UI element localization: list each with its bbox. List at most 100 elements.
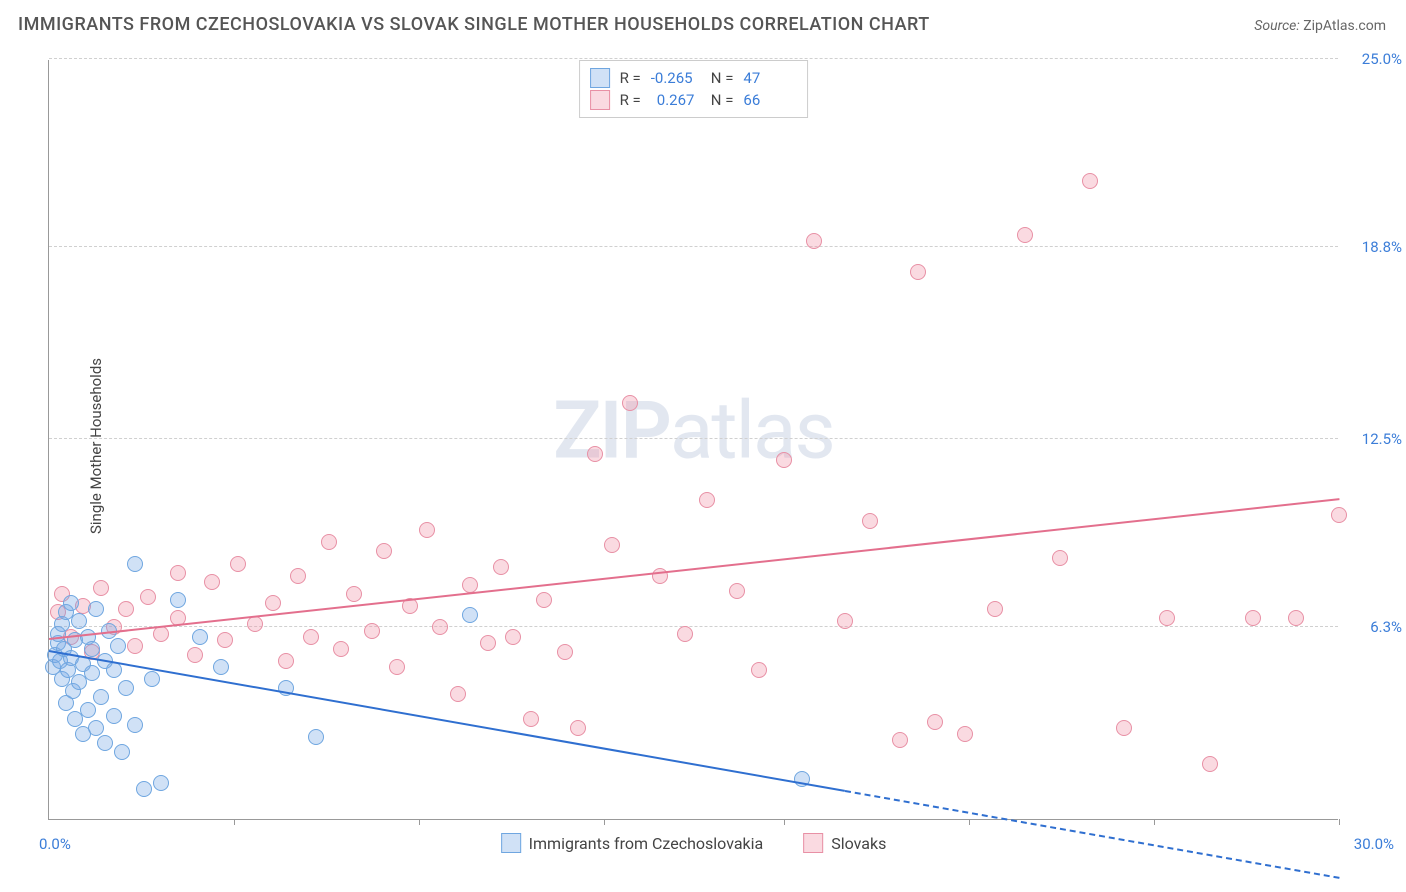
scatter-point: [63, 595, 79, 611]
scatter-point: [93, 689, 109, 705]
scatter-point: [88, 601, 104, 617]
r-value-blue: -0.265: [651, 67, 701, 89]
scatter-point: [1052, 550, 1068, 566]
source-attribution: Source: ZipAtlas.com: [1254, 18, 1386, 34]
scatter-point: [462, 577, 478, 593]
scatter-point: [187, 647, 203, 663]
scatter-point: [622, 395, 638, 411]
legend-label-blue: Immigrants from Czechoslovakia: [529, 834, 764, 853]
regression-line: [49, 498, 1339, 640]
scatter-point: [118, 680, 134, 696]
scatter-point: [230, 556, 246, 572]
scatter-point: [75, 726, 91, 742]
scatter-point: [144, 671, 160, 687]
scatter-point: [419, 522, 435, 538]
scatter-point: [153, 775, 169, 791]
scatter-point: [136, 781, 152, 797]
scatter-point: [290, 568, 306, 584]
n-label: N =: [711, 67, 734, 89]
scatter-point: [1017, 227, 1033, 243]
x-tick: [1154, 819, 1155, 825]
correlation-legend: R = -0.265 N = 47 R = 0.267 N = 66: [579, 60, 809, 118]
scatter-point: [97, 735, 113, 751]
legend-item-blue: Immigrants from Czechoslovakia: [501, 833, 764, 853]
scatter-point: [1288, 610, 1304, 626]
chart-title: IMMIGRANTS FROM CZECHOSLOVAKIA VS SLOVAK…: [18, 14, 930, 35]
scatter-point: [1331, 507, 1347, 523]
x-max-label: 30.0%: [1354, 835, 1394, 853]
y-tick-label: 6.3%: [1342, 618, 1402, 636]
x-tick: [1339, 819, 1340, 825]
pink-swatch-icon: [590, 90, 610, 110]
scatter-point: [1245, 610, 1261, 626]
scatter-point: [140, 589, 156, 605]
scatter-point: [1159, 610, 1175, 626]
scatter-point: [346, 586, 362, 602]
scatter-point: [480, 635, 496, 651]
scatter-point: [58, 604, 74, 620]
scatter-point: [247, 616, 263, 632]
scatter-point: [65, 683, 81, 699]
scatter-point: [523, 711, 539, 727]
pink-swatch-icon: [803, 833, 823, 853]
scatter-point: [127, 556, 143, 572]
blue-swatch-icon: [590, 68, 610, 88]
scatter-point: [80, 702, 96, 718]
scatter-point: [93, 580, 109, 596]
scatter-point: [1116, 720, 1132, 736]
scatter-point: [114, 744, 130, 760]
r-label: R =: [620, 67, 641, 89]
correlation-row-blue: R = -0.265 N = 47: [590, 67, 794, 89]
scatter-point: [58, 695, 74, 711]
scatter-point: [71, 674, 87, 690]
gridline: [49, 626, 1338, 627]
x-tick: [604, 819, 605, 825]
scatter-point: [54, 616, 70, 632]
scatter-point: [127, 717, 143, 733]
scatter-point: [84, 665, 100, 681]
scatter-point: [265, 595, 281, 611]
r-label: R =: [620, 89, 641, 111]
scatter-point: [957, 726, 973, 742]
scatter-point: [75, 598, 91, 614]
scatter-point: [192, 629, 208, 645]
scatter-point: [1202, 756, 1218, 772]
x-tick: [234, 819, 235, 825]
scatter-point: [557, 644, 573, 660]
scatter-point: [376, 543, 392, 559]
scatter-point: [54, 671, 70, 687]
scatter-point: [493, 559, 509, 575]
scatter-point: [88, 720, 104, 736]
blue-swatch-icon: [501, 833, 521, 853]
watermark-atlas: atlas: [670, 383, 834, 477]
scatter-point: [67, 711, 83, 727]
scatter-point: [50, 604, 66, 620]
correlation-row-pink: R = 0.267 N = 66: [590, 89, 794, 111]
x-tick: [784, 819, 785, 825]
legend-label-pink: Slovaks: [831, 834, 886, 853]
scatter-point: [204, 574, 220, 590]
scatter-point: [677, 626, 693, 642]
watermark: ZIPatlas: [553, 383, 834, 477]
scatter-point: [862, 513, 878, 529]
scatter-point: [213, 659, 229, 675]
scatter-point: [389, 659, 405, 675]
source-value: ZipAtlas.com: [1303, 18, 1386, 34]
y-tick-label: 25.0%: [1342, 50, 1402, 68]
scatter-point: [80, 629, 96, 645]
y-tick-label: 18.8%: [1342, 238, 1402, 256]
regression-line: [49, 650, 845, 792]
regression-line-dashed: [844, 790, 1339, 879]
scatter-point: [84, 641, 100, 657]
scatter-point: [170, 592, 186, 608]
scatter-point: [450, 686, 466, 702]
scatter-point: [308, 729, 324, 745]
scatter-point: [364, 623, 380, 639]
source-label: Source:: [1254, 18, 1299, 34]
scatter-point: [910, 264, 926, 280]
scatter-plot-area: ZIPatlas R = -0.265 N = 47 R = 0.267 N =…: [48, 60, 1338, 820]
scatter-point: [505, 629, 521, 645]
scatter-point: [118, 601, 134, 617]
scatter-point: [127, 638, 143, 654]
scatter-point: [776, 452, 792, 468]
